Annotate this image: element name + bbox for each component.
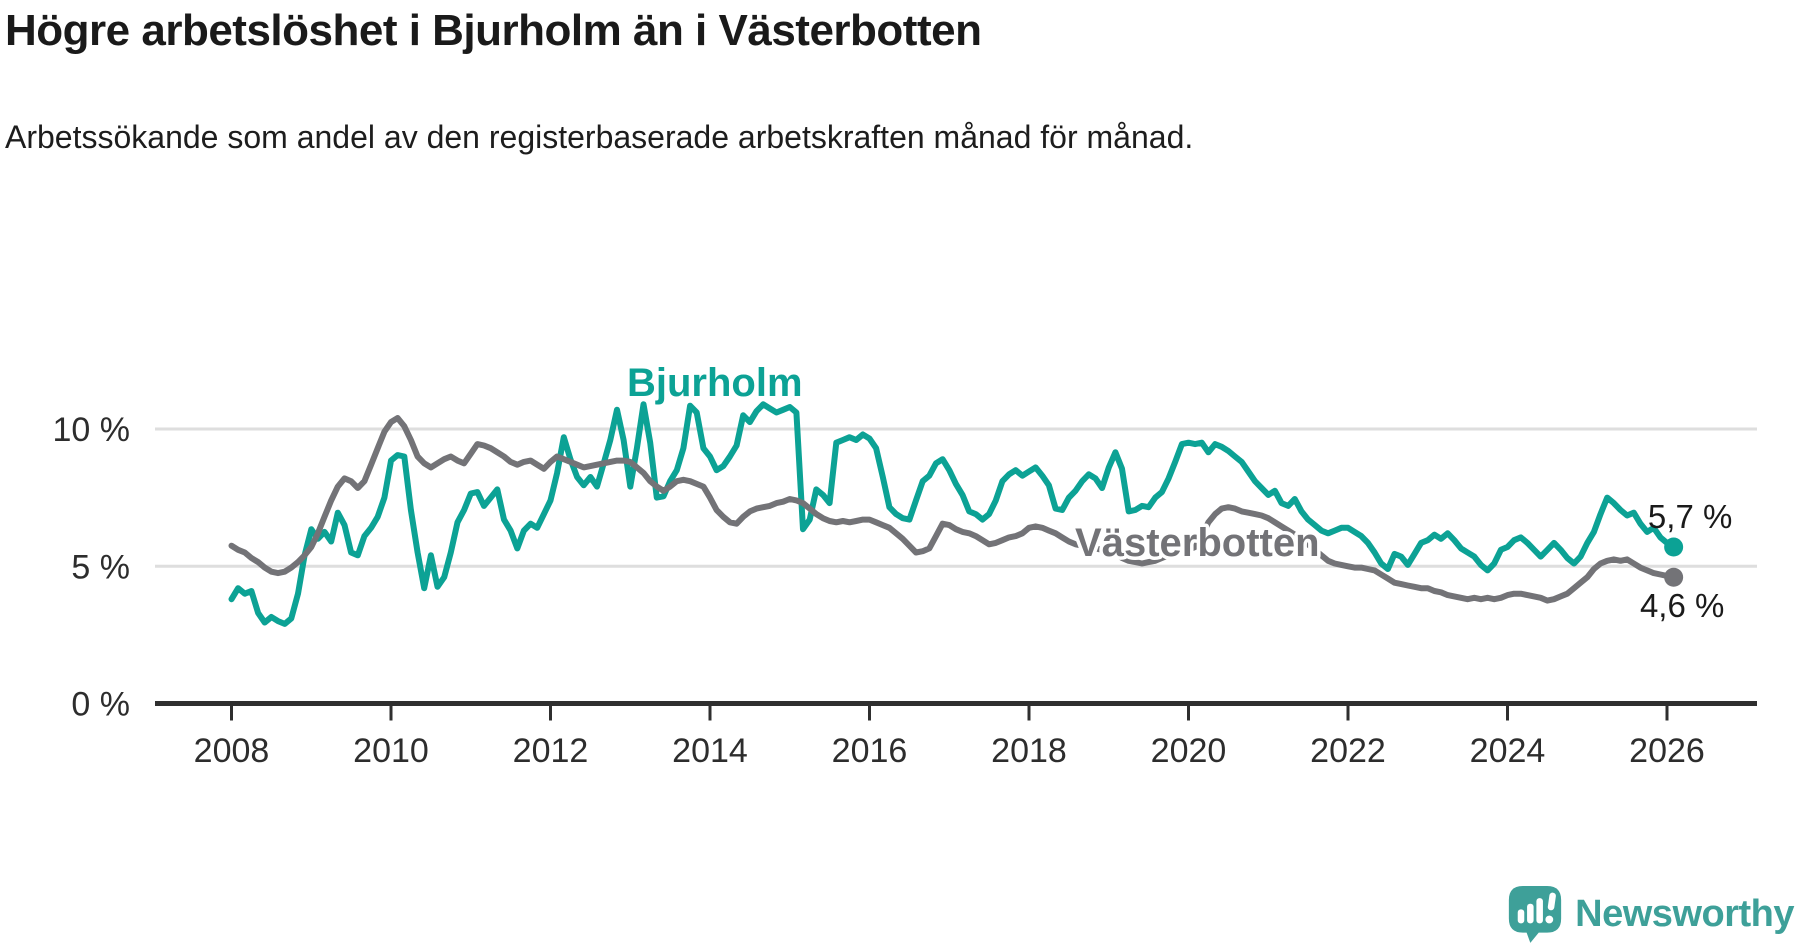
x-tick-label: 2010 (353, 732, 429, 770)
x-tick-label: 2024 (1470, 732, 1546, 770)
newsworthy-wordmark: Newsworthy (1575, 892, 1794, 935)
series-end-dot-västerbotten (1664, 567, 1684, 587)
x-tick-label: 2026 (1629, 732, 1705, 770)
x-tick-label: 2014 (672, 732, 748, 770)
x-tick-label: 2022 (1310, 732, 1386, 770)
end-value-label: 4,6 % (1640, 587, 1724, 624)
series-label: Västerbotten (1075, 521, 1320, 565)
series-line-bjurholm (228, 401, 1677, 627)
series-end-dot-bjurholm (1664, 537, 1684, 557)
y-tick-label: 5 % (71, 548, 130, 586)
newsworthy-logo: Newsworthy (1507, 884, 1794, 944)
x-tick-label: 2016 (832, 732, 908, 770)
x-tick-label: 2008 (194, 732, 270, 770)
x-tick-label: 2020 (1151, 732, 1227, 770)
series-line-västerbotten (228, 415, 1677, 604)
page-title: Högre arbetslöshet i Bjurholm än i Väste… (5, 6, 982, 55)
y-tick-label: 0 % (71, 686, 130, 724)
x-tick-label: 2012 (513, 732, 589, 770)
x-tick-label: 2018 (991, 732, 1067, 770)
series-label: Bjurholm (627, 361, 803, 405)
end-value-label: 5,7 % (1648, 498, 1732, 535)
newsworthy-bubble-chart-icon (1509, 886, 1562, 943)
y-tick-label: 10 % (53, 411, 131, 449)
page-subtitle: Arbetssökande som andel av den registerb… (5, 119, 1194, 155)
